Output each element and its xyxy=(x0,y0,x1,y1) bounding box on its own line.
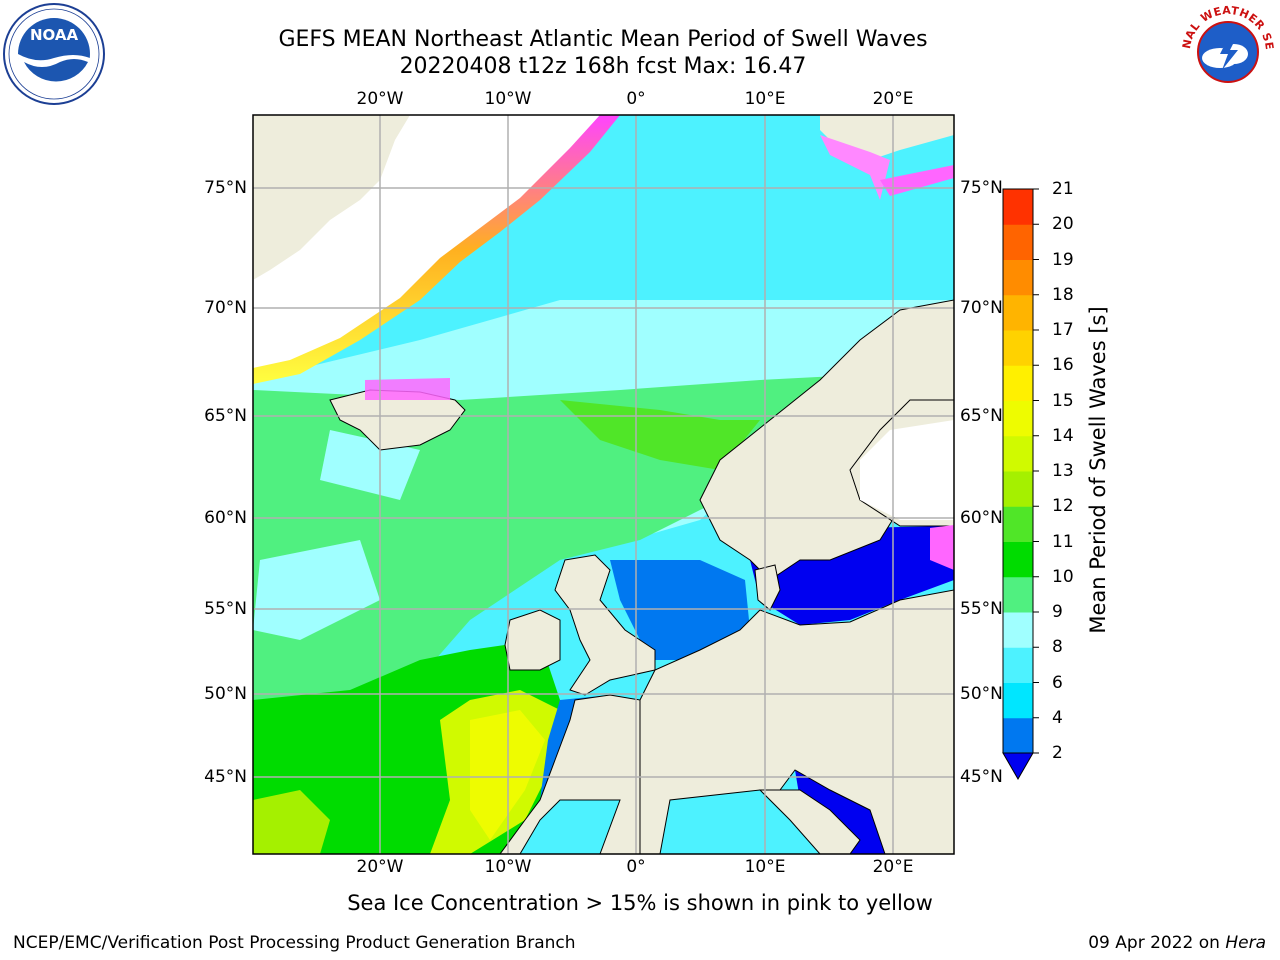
colorbar-under-arrow xyxy=(1002,752,1034,781)
colorbar-tick-label: 9 xyxy=(1052,602,1063,622)
colorbar-segment xyxy=(1003,435,1033,472)
footer-date-text: 09 Apr 2022 on xyxy=(1088,933,1226,953)
colorbar-segment xyxy=(1003,506,1033,542)
lon-label-bottom: 0° xyxy=(626,857,646,877)
colorbar xyxy=(1002,188,1039,781)
colorbar-segment xyxy=(1003,576,1033,613)
colorbar-segment xyxy=(1003,400,1033,437)
colorbar-tick-label: 14 xyxy=(1052,425,1074,446)
colorbar-segment xyxy=(1003,294,1033,331)
lat-label-left: 65°N xyxy=(204,406,247,426)
greenland-land xyxy=(253,115,410,280)
footer-machine: Hera xyxy=(1225,933,1266,953)
colorbar-segment xyxy=(1003,330,1033,366)
colorbar-segment xyxy=(1003,717,1033,754)
lon-label-top: 0° xyxy=(626,89,646,109)
sea-ice-edge xyxy=(253,115,620,384)
colorbar-segment xyxy=(1003,682,1033,719)
map-frame xyxy=(252,114,955,855)
colorbar-tick-label: 13 xyxy=(1052,461,1074,481)
map-subtitle: 20220408 t12z 168h fcst Max: 16.47 xyxy=(399,54,807,79)
map-gridlines xyxy=(253,115,954,854)
lon-label-bottom: 20°E xyxy=(872,857,914,877)
lon-label-top: 20°E xyxy=(872,89,914,109)
great-britain-land xyxy=(554,554,656,696)
colorbar-tick-label: 4 xyxy=(1052,707,1063,728)
lat-label-right: 55°N xyxy=(960,599,1003,619)
lat-label-left: 70°N xyxy=(204,298,247,318)
lat-label-right: 70°N xyxy=(960,298,1003,318)
map-title: GEFS MEAN Northeast Atlantic Mean Period… xyxy=(278,27,928,52)
nws-logo: NATIONAL WEATHER SERVICE xyxy=(1176,2,1276,98)
colorbar-tick-label: 21 xyxy=(1052,179,1074,199)
colorbar-tick-label: 10 xyxy=(1052,566,1074,587)
colorbar-tick-label: 6 xyxy=(1052,672,1063,693)
lat-label-right: 60°N xyxy=(960,508,1003,528)
colorbar-tick-label: 16 xyxy=(1052,355,1074,376)
colorbar-segment xyxy=(1003,471,1033,507)
colorbar-tick-label: 15 xyxy=(1052,390,1074,411)
lat-label-left: 50°N xyxy=(204,684,247,704)
lat-label-right: 50°N xyxy=(960,684,1003,704)
colorbar-tick-label: 19 xyxy=(1052,249,1074,270)
lon-label-bottom: 20°W xyxy=(356,857,404,877)
ireland-land xyxy=(504,609,561,671)
lat-label-left: 75°N xyxy=(204,178,247,198)
lat-label-right: 45°N xyxy=(960,767,1003,787)
colorbar-segment xyxy=(1003,612,1033,648)
lon-label-top: 10°E xyxy=(744,89,786,109)
noaa-logo: NOAA xyxy=(3,3,105,105)
colorbar-tick-label: 11 xyxy=(1052,531,1074,552)
colorbar-title: Mean Period of Swell Waves [s] xyxy=(1086,306,1110,634)
colorbar-tick-label: 20 xyxy=(1052,214,1074,235)
lat-label-left: 55°N xyxy=(204,599,247,619)
colorbar-segment xyxy=(1003,647,1033,683)
lon-label-top: 20°W xyxy=(356,89,404,109)
footer-credit: NCEP/EMC/Verification Post Processing Pr… xyxy=(13,933,576,953)
colorbar-segment xyxy=(1003,541,1033,578)
colorbar-segment xyxy=(1003,189,1033,225)
colorbar-tick-label: 2 xyxy=(1052,743,1063,763)
iberia-france-land xyxy=(499,694,641,854)
svg-text:NOAA: NOAA xyxy=(30,26,79,44)
colorbar-tick-label: 18 xyxy=(1052,284,1074,305)
colorbar-segment xyxy=(1003,365,1033,401)
colorbar-segment xyxy=(1003,259,1033,296)
lon-label-bottom: 10°E xyxy=(744,857,786,877)
lat-label-right: 75°N xyxy=(960,178,1003,198)
colorbar-segment xyxy=(1003,224,1033,260)
lon-label-bottom: 10°W xyxy=(484,857,532,877)
colorbar-tick-label: 17 xyxy=(1052,320,1074,340)
lat-label-left: 60°N xyxy=(204,508,247,528)
lon-label-top: 10°W xyxy=(484,89,532,109)
lat-label-right: 65°N xyxy=(960,406,1003,426)
footer-date: 09 Apr 2022 on Hera xyxy=(1088,933,1266,953)
colorbar-tick-label: 12 xyxy=(1052,496,1074,517)
lat-label-left: 45°N xyxy=(204,767,247,787)
sea-ice-note: Sea Ice Concentration > 15% is shown in … xyxy=(347,891,933,915)
colorbar-tick-label: 8 xyxy=(1052,637,1063,658)
